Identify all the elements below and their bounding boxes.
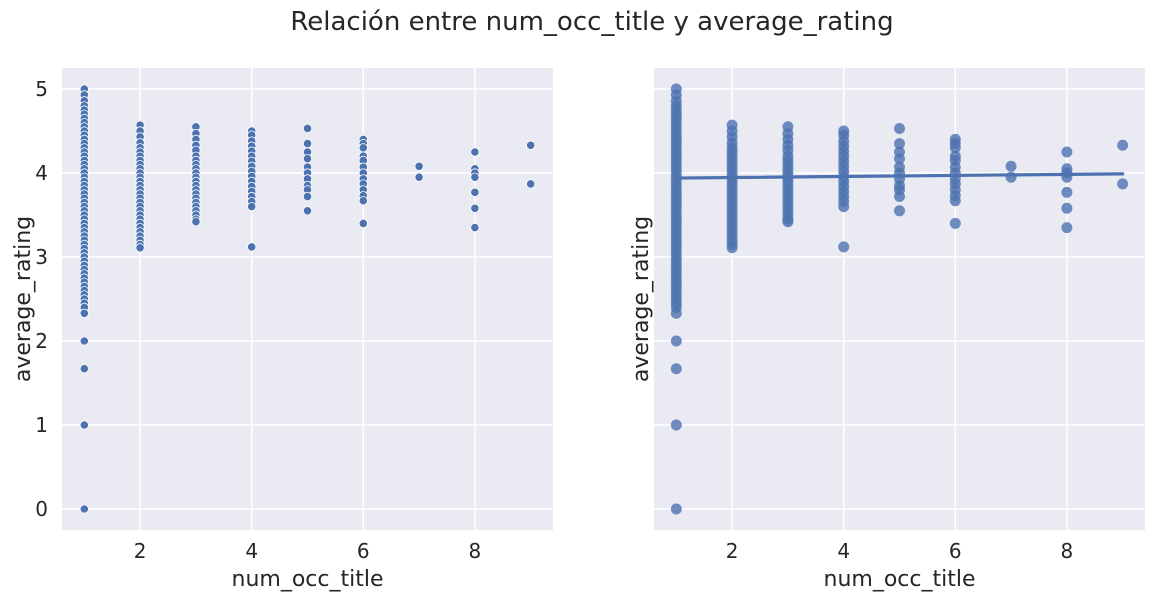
data-point	[670, 307, 682, 319]
x-axis-label: num_occ_title	[824, 567, 976, 592]
data-point	[302, 123, 313, 134]
data-point	[302, 206, 313, 216]
y-tick-label: 4	[35, 161, 48, 185]
data-point	[726, 242, 738, 254]
x-tick-label: 6	[949, 539, 962, 563]
data-point	[1117, 139, 1129, 151]
data-point	[894, 205, 905, 217]
data-point	[1117, 178, 1129, 190]
x-tick-label: 2	[134, 539, 147, 563]
data-point	[1005, 160, 1017, 172]
figure-suptitle: Relación entre num_occ_title y average_r…	[290, 7, 893, 37]
data-point	[949, 195, 961, 207]
data-point	[1061, 146, 1073, 158]
data-point	[414, 172, 424, 182]
data-point	[838, 241, 850, 253]
data-point	[414, 161, 424, 171]
x-tick-label: 8	[469, 539, 482, 563]
data-point	[1061, 222, 1073, 234]
data-point	[79, 364, 89, 374]
data-point	[79, 420, 89, 430]
data-point	[894, 122, 905, 134]
data-point	[670, 503, 682, 515]
data-point	[670, 335, 682, 347]
data-point	[302, 154, 313, 164]
data-point	[470, 203, 480, 213]
y-axis-label: average_rating	[629, 216, 654, 382]
data-point	[838, 201, 850, 213]
regression-line	[674, 172, 1125, 180]
x-tick-label: 4	[245, 539, 258, 563]
x-tick-label: 4	[837, 539, 850, 563]
data-point	[1061, 186, 1073, 198]
x-tick-label: 2	[726, 539, 739, 563]
x-tick-label: 8	[1061, 539, 1074, 563]
data-point	[894, 191, 905, 203]
left-scatter-panel: 2 4 6 8 0 1 2 3 4 5 num_occ_title average_rating	[11, 68, 553, 592]
y-tick-label: 1	[35, 413, 48, 437]
data-point	[302, 191, 313, 202]
x-axis-label: num_occ_title	[232, 567, 384, 592]
data-point	[79, 504, 89, 514]
x-tick-label: 6	[357, 539, 370, 563]
data-point	[358, 196, 368, 206]
data-point	[782, 216, 794, 228]
data-point	[470, 147, 480, 157]
data-point	[670, 419, 682, 431]
y-axis-label: average_rating	[11, 216, 36, 382]
data-point	[470, 223, 480, 233]
y-tick-label: 3	[35, 245, 48, 269]
data-point	[79, 308, 89, 318]
data-point	[470, 187, 480, 197]
data-point	[470, 172, 480, 182]
data-point	[949, 217, 961, 229]
data-point	[670, 363, 682, 375]
data-point	[135, 243, 145, 253]
y-tick-label: 0	[35, 497, 48, 521]
data-point	[1061, 202, 1073, 214]
y-tick-label: 5	[35, 77, 48, 101]
data-point	[247, 242, 257, 252]
data-point	[79, 336, 89, 346]
data-point	[191, 217, 201, 227]
right-regression-panel: 2 4 6 8 num_occ_title average_rating	[629, 68, 1145, 592]
data-point	[894, 138, 905, 150]
data-point	[949, 142, 961, 154]
data-point	[894, 153, 905, 165]
data-point	[526, 140, 536, 150]
data-point	[247, 202, 257, 212]
data-point	[302, 139, 313, 149]
data-point	[526, 179, 536, 189]
y-tick-label: 2	[35, 329, 48, 353]
data-point	[358, 143, 368, 153]
data-point	[358, 218, 368, 228]
